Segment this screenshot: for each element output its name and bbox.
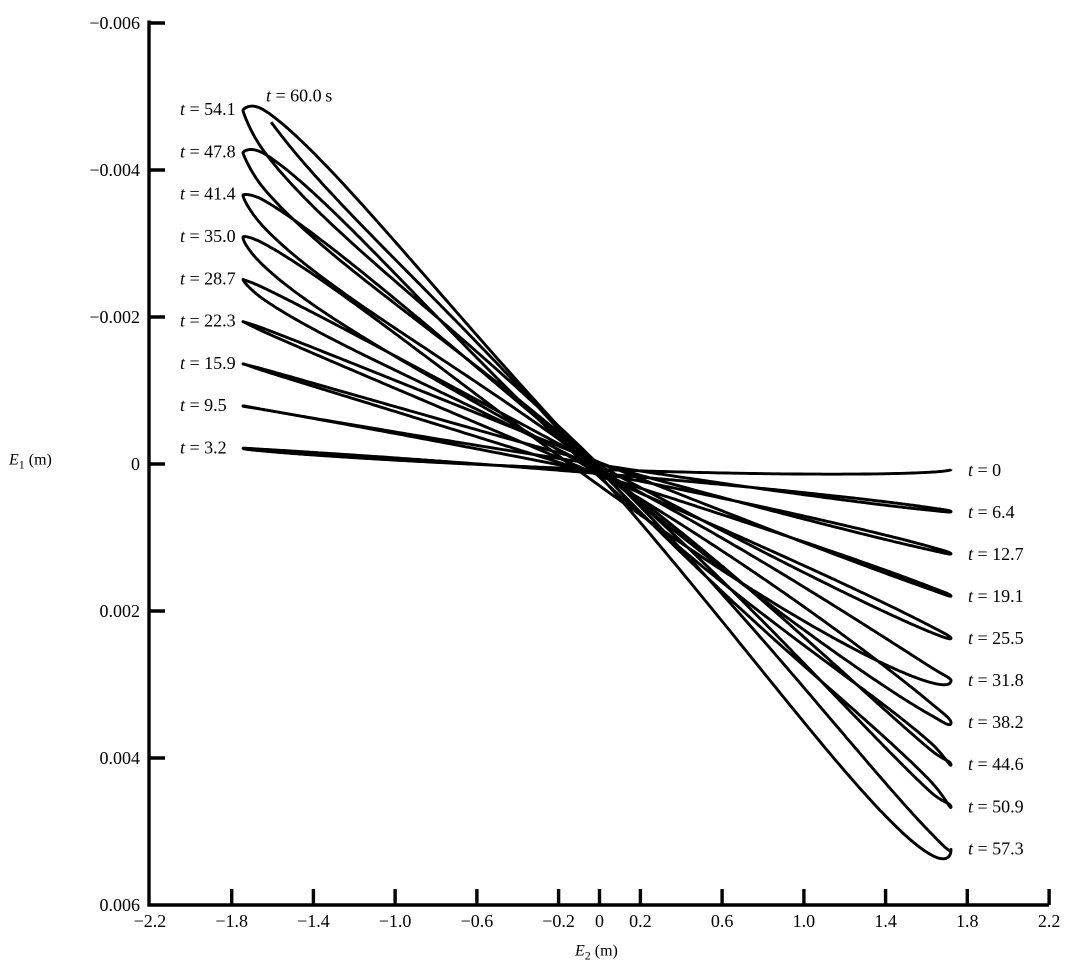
- svg-text:2.2: 2.2: [1038, 911, 1061, 931]
- svg-text:t = 3.2: t = 3.2: [180, 438, 227, 458]
- svg-text:t = 35.0: t = 35.0: [180, 226, 236, 246]
- svg-text:t = 47.8: t = 47.8: [180, 141, 236, 161]
- svg-text:t = 50.9: t = 50.9: [968, 796, 1024, 816]
- svg-text:1.4: 1.4: [874, 911, 897, 931]
- svg-text:−0.2: −0.2: [542, 911, 575, 931]
- svg-text:t = 57.3: t = 57.3: [968, 838, 1024, 858]
- svg-text:−1.0: −1.0: [379, 911, 412, 931]
- svg-text:t = 25.5: t = 25.5: [968, 628, 1024, 648]
- svg-text:t = 44.6: t = 44.6: [968, 754, 1024, 774]
- svg-text:0.006: 0.006: [100, 895, 141, 915]
- svg-text:t = 54.1: t = 54.1: [180, 99, 236, 119]
- svg-text:E1 (m): E1 (m): [8, 452, 52, 472]
- svg-text:t = 22.3: t = 22.3: [180, 311, 236, 331]
- svg-text:−0.004: −0.004: [89, 160, 140, 180]
- svg-text:−0.6: −0.6: [461, 911, 494, 931]
- svg-text:E2 (m): E2 (m): [574, 943, 618, 963]
- svg-text:t = 28.7: t = 28.7: [180, 268, 236, 288]
- svg-text:0: 0: [131, 454, 140, 474]
- svg-text:1.8: 1.8: [956, 911, 979, 931]
- svg-text:0.2: 0.2: [629, 911, 652, 931]
- svg-text:t = 38.2: t = 38.2: [968, 712, 1024, 732]
- svg-text:−0.002: −0.002: [89, 307, 140, 327]
- svg-text:1.0: 1.0: [793, 911, 816, 931]
- svg-text:t = 0: t = 0: [968, 460, 1001, 480]
- svg-text:t = 60.0 s: t = 60.0 s: [266, 85, 332, 105]
- svg-text:t = 12.7: t = 12.7: [968, 544, 1024, 564]
- svg-text:−0.006: −0.006: [89, 13, 140, 33]
- svg-text:t = 9.5: t = 9.5: [180, 395, 227, 415]
- svg-text:t = 41.4: t = 41.4: [180, 184, 236, 204]
- svg-text:0.002: 0.002: [100, 601, 141, 621]
- svg-text:t = 15.9: t = 15.9: [180, 353, 236, 373]
- svg-text:0.004: 0.004: [100, 748, 141, 768]
- svg-text:t = 19.1: t = 19.1: [968, 586, 1024, 606]
- svg-text:0: 0: [595, 911, 604, 931]
- svg-text:−2.2: −2.2: [134, 911, 167, 931]
- svg-text:0.6: 0.6: [711, 911, 734, 931]
- svg-text:t = 31.8: t = 31.8: [968, 670, 1024, 690]
- svg-text:−1.4: −1.4: [297, 911, 330, 931]
- svg-text:t = 6.4: t = 6.4: [968, 502, 1015, 522]
- svg-text:−1.8: −1.8: [215, 911, 248, 931]
